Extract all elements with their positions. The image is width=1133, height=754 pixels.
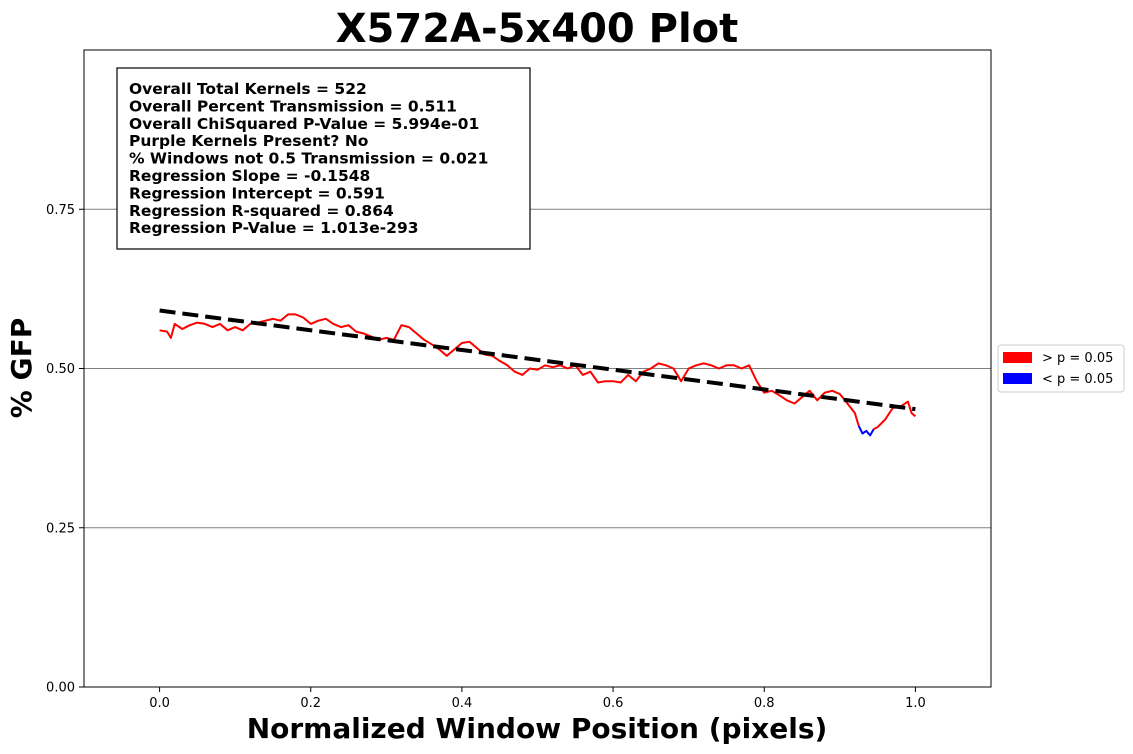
x-axis-label: Normalized Window Position (pixels) [247, 712, 828, 745]
x-tick-label-2: 0.4 [452, 696, 473, 711]
legend-swatch-0 [1003, 352, 1032, 363]
stats-line-2: Overall ChiSquared P-Value = 5.994e-01 [129, 115, 479, 133]
legend: > p = 0.05 < p = 0.05 [997, 344, 1125, 393]
y-tick-label-2: 0.50 [46, 362, 75, 377]
stats-box-frame [116, 67, 531, 250]
series-line-0 [159, 313, 860, 427]
stats-line-1: Overall Percent Transmission = 0.511 [129, 97, 457, 115]
stats-line-8: Regression P-Value = 1.013e-293 [129, 219, 419, 237]
series-line-1 [857, 425, 875, 437]
stats-line-7: Regression R-squared = 0.864 [129, 202, 394, 220]
x-axis-ticks: 0.0 0.2 0.4 0.6 0.8 1.0 [149, 687, 926, 711]
y-tick-label-3: 0.75 [46, 203, 75, 218]
legend-label-0: > p = 0.05 [1042, 351, 1113, 366]
x-tick-label-5: 1.0 [905, 696, 926, 711]
stats-line-4: % Windows not 0.5 Transmission = 0.021 [129, 150, 488, 168]
y-axis-label: % GFP [5, 318, 38, 418]
x-tick-label-0: 0.0 [149, 696, 170, 711]
stats-line-0: Overall Total Kernels = 522 [129, 80, 367, 98]
x-tick-label-3: 0.6 [603, 696, 624, 711]
stats-line-3: Purple Kernels Present? No [129, 132, 368, 150]
stats-line-5: Regression Slope = -0.1548 [129, 167, 370, 185]
y-axis-ticks: 0.00 0.25 0.50 0.75 [46, 203, 84, 696]
regression-line [159, 308, 916, 412]
y-tick-label-0: 0.00 [46, 681, 75, 696]
legend-label-1: < p = 0.05 [1042, 372, 1113, 387]
y-tick-label-1: 0.25 [46, 521, 75, 536]
legend-swatch-1 [1003, 373, 1032, 384]
stats-line-6: Regression Intercept = 0.591 [129, 184, 385, 202]
x-tick-label-4: 0.8 [754, 696, 775, 711]
chart-title: X572A-5x400 Plot [336, 6, 739, 52]
x-tick-label-1: 0.2 [300, 696, 321, 711]
